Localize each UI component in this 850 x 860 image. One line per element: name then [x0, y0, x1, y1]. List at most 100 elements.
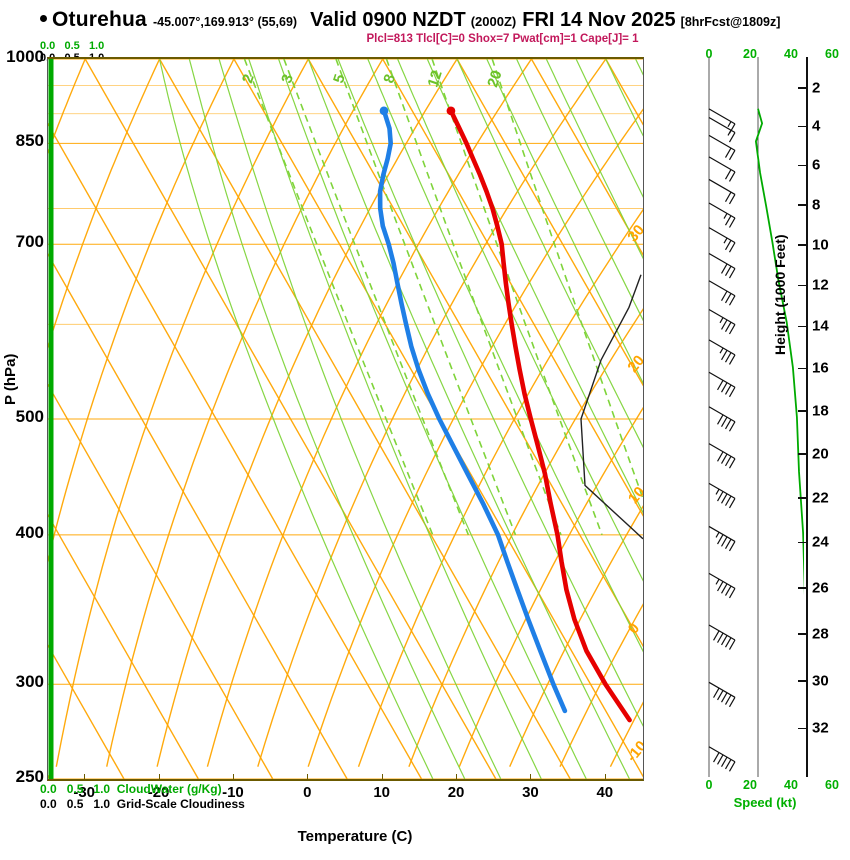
speed-axis-ticks-bottom: 0 20 40 60 [660, 778, 850, 794]
temperature-tickmark [456, 774, 458, 780]
height-tickmark [798, 244, 806, 246]
height-tickmark [798, 453, 806, 455]
cloudiness-legend: 0.0 0.5 1.0 Grid-Scale Cloudiness [40, 797, 245, 811]
svg-text:20: 20 [624, 352, 643, 376]
cloudwater-legend-tick-2: 1.0 [93, 782, 111, 796]
wind-barb [708, 280, 736, 306]
wind-barb [708, 252, 736, 279]
skewt-plot[interactable]: 2 3 5 8 12 20 -10 0 10 20 30 [47, 57, 644, 781]
height-tickmark [798, 125, 806, 128]
svg-text:12: 12 [424, 68, 445, 89]
wind-barb [708, 443, 736, 469]
temperature-tick-40: 40 [596, 784, 614, 801]
header: Oturehua -45.007°,169.913° (55,69) Valid… [0, 8, 850, 34]
height-axis-line [806, 57, 808, 777]
height-tickmark [798, 727, 806, 730]
svg-text:8: 8 [380, 72, 399, 85]
temperature-tick-20: 20 [447, 784, 465, 801]
wind-barb [708, 156, 736, 182]
valid-time: Valid 0900 NZDT [310, 9, 466, 31]
height-tickmark [798, 680, 806, 682]
wind-barb [708, 525, 736, 552]
cloudwater-legend: 0.0 0.5 1.0 CloudWater (g/Kg) [40, 782, 222, 796]
pressure-tick-400: 400 [15, 522, 44, 542]
wind-barb [708, 681, 736, 708]
temperature-tick--30: -30 [73, 784, 96, 801]
height-tickmark [798, 164, 806, 167]
speed-axis-title: Speed (kt) [733, 795, 797, 810]
temperature-tick--10: -10 [222, 784, 244, 801]
height-tickmark [798, 367, 806, 370]
temperature-tickmark [232, 774, 234, 780]
cloudwater-scale-top: 0.0 0.5 1.0 [40, 40, 104, 52]
valid-date: FRI 14 Nov 2025 [522, 9, 676, 31]
svg-text:2: 2 [239, 72, 258, 85]
pressure-tick-700: 700 [15, 232, 44, 252]
height-tick-2: 2 [812, 79, 821, 97]
wind-barb-panel[interactable] [660, 57, 742, 777]
temperature-tick--20: -20 [147, 784, 170, 801]
wind-barb [708, 371, 736, 398]
height-tick-20: 20 [812, 445, 829, 463]
pressure-tick-300: 300 [15, 672, 44, 692]
wind-barb [708, 108, 736, 134]
temperature-tickmark [530, 774, 532, 780]
cloudiness-legend-label: Grid-Scale Cloudiness [116, 797, 245, 811]
speed-tick-60: 60 [825, 778, 839, 792]
wind-barb [708, 202, 736, 228]
pressure-axis-title: P (hPa) [2, 353, 19, 405]
height-tick-32: 32 [812, 719, 829, 737]
height-tickmark [798, 410, 806, 412]
cloudwater-legend-tick-0: 0.0 [40, 782, 57, 796]
temperature-axis: -30 -20 -10 0 10 20 30 40 [47, 774, 642, 810]
cloudwater-legend-label: CloudWater (g/Kg) [116, 782, 222, 796]
pressure-tick-1000: 1000 [6, 47, 44, 66]
wind-barb [708, 746, 736, 772]
wind-barb [708, 308, 736, 335]
cloudwater-tick-1: 0.5 [64, 40, 80, 52]
svg-text:-10: -10 [623, 738, 643, 766]
height-tick-8: 8 [812, 196, 821, 214]
height-tick-18: 18 [812, 402, 829, 420]
svg-text:3: 3 [278, 72, 297, 85]
temperature-tickmark [381, 774, 383, 780]
height-tickmark [798, 204, 806, 206]
wind-barb [708, 339, 736, 365]
height-tickmark [798, 325, 806, 328]
speed-tick-40: 40 [784, 778, 798, 792]
height-tickmark [798, 87, 806, 89]
forecast-hour: [8hrFcst@1809z] [680, 15, 781, 29]
height-tick-30: 30 [812, 672, 829, 690]
height-tick-6: 6 [812, 156, 821, 174]
sounding-indices: Plcl=813 Tlcl[C]=0 Shox=7 Pwat[cm]=1 Cap… [0, 33, 850, 45]
temperature-tick-0: 0 [303, 784, 312, 801]
station-name: Oturehua [52, 8, 147, 31]
svg-text:10: 10 [625, 483, 643, 507]
speed-tick-0: 0 [705, 778, 713, 792]
height-tickmark [798, 587, 806, 589]
temperature-tickmark [604, 774, 606, 780]
pressure-tick-250: 250 [15, 767, 44, 786]
height-tickmark [798, 633, 806, 635]
height-tick-22: 22 [812, 489, 829, 507]
wind-barb [708, 482, 736, 509]
height-tick-14: 14 [812, 317, 829, 335]
wind-barb [708, 624, 736, 650]
temperature-tickmark [158, 774, 160, 780]
svg-text:20: 20 [484, 68, 505, 89]
cloudiness-legend-tick-2: 1.0 [93, 797, 111, 811]
height-tickmark [798, 541, 806, 544]
cloudwater-tick-0: 0.0 [40, 40, 56, 52]
cloudiness-legend-tick-0: 0.0 [40, 797, 57, 811]
svg-text:30: 30 [624, 222, 643, 246]
height-tickmark [798, 284, 806, 287]
speed-axis-ticks-top: 0 20 40 60 [660, 47, 850, 63]
temperature-tick-30: 30 [522, 784, 539, 801]
height-axis: 2 4 6 8 10 12 14 16 18 20 22 24 26 28 30 32 [798, 57, 850, 777]
wind-barb [708, 178, 736, 205]
wind-barb [708, 227, 736, 253]
pressure-tick-500: 500 [15, 407, 44, 426]
height-axis-title: Height (1000 Feet) [772, 234, 788, 355]
station-marker-icon [40, 15, 47, 22]
